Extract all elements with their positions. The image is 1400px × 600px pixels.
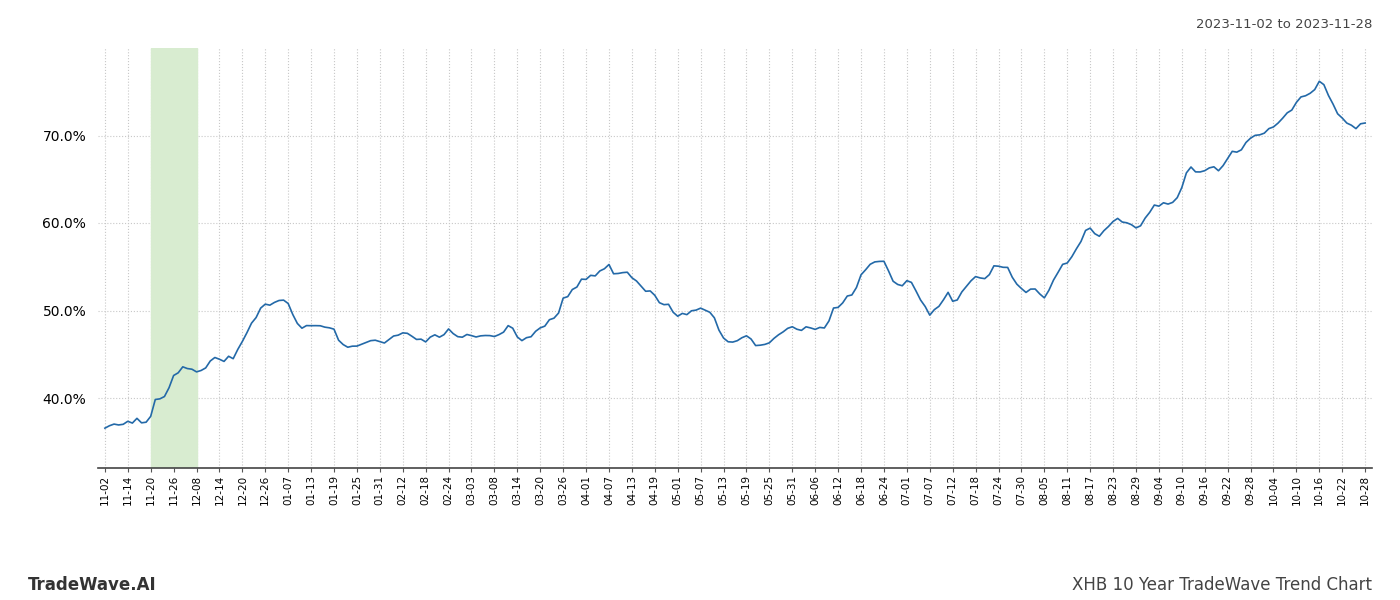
Text: XHB 10 Year TradeWave Trend Chart: XHB 10 Year TradeWave Trend Chart — [1072, 576, 1372, 594]
Text: 2023-11-02 to 2023-11-28: 2023-11-02 to 2023-11-28 — [1196, 18, 1372, 31]
Text: TradeWave.AI: TradeWave.AI — [28, 576, 157, 594]
Bar — [151, 48, 196, 468]
